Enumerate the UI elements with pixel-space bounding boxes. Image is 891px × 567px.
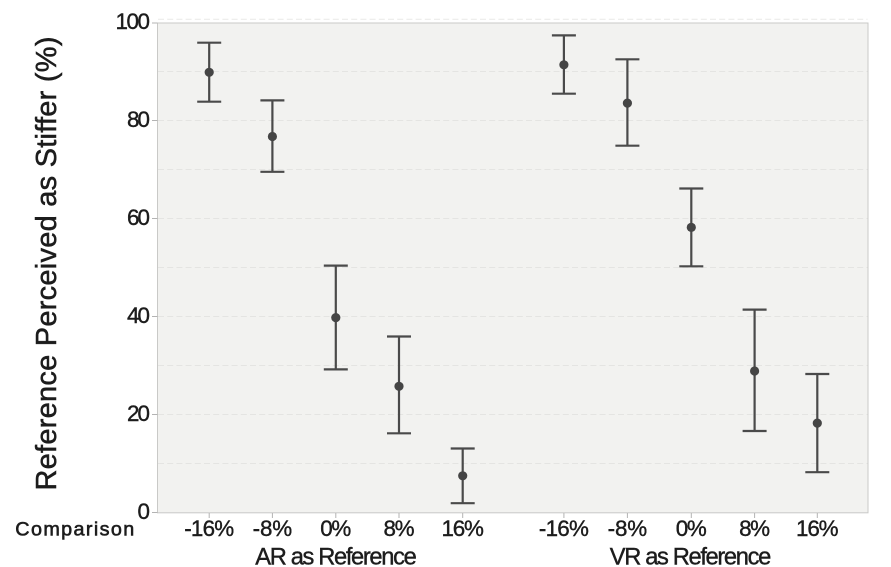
svg-text:-16%: -16% (184, 516, 234, 541)
svg-text:Comparison: Comparison (15, 519, 134, 541)
svg-text:60: 60 (127, 205, 150, 230)
svg-text:8%: 8% (384, 516, 415, 541)
svg-text:0%: 0% (676, 516, 707, 541)
svg-text:80: 80 (127, 107, 150, 132)
svg-text:Reference Perceived as Stiffer: Reference Perceived as Stiffer (%) (31, 37, 63, 491)
svg-text:20: 20 (127, 401, 150, 426)
svg-text:-8%: -8% (253, 516, 293, 541)
svg-text:0: 0 (138, 499, 150, 524)
svg-text:8%: 8% (739, 516, 770, 541)
svg-text:-16%: -16% (539, 516, 589, 541)
svg-text:16%: 16% (441, 516, 484, 541)
svg-text:VR as Reference: VR as Reference (610, 545, 772, 567)
svg-text:16%: 16% (796, 516, 839, 541)
svg-text:0%: 0% (320, 516, 351, 541)
svg-text:40: 40 (127, 303, 150, 328)
svg-text:-8%: -8% (608, 516, 648, 541)
svg-text:AR as Reference: AR as Reference (255, 545, 417, 567)
svg-text:100: 100 (116, 9, 151, 34)
